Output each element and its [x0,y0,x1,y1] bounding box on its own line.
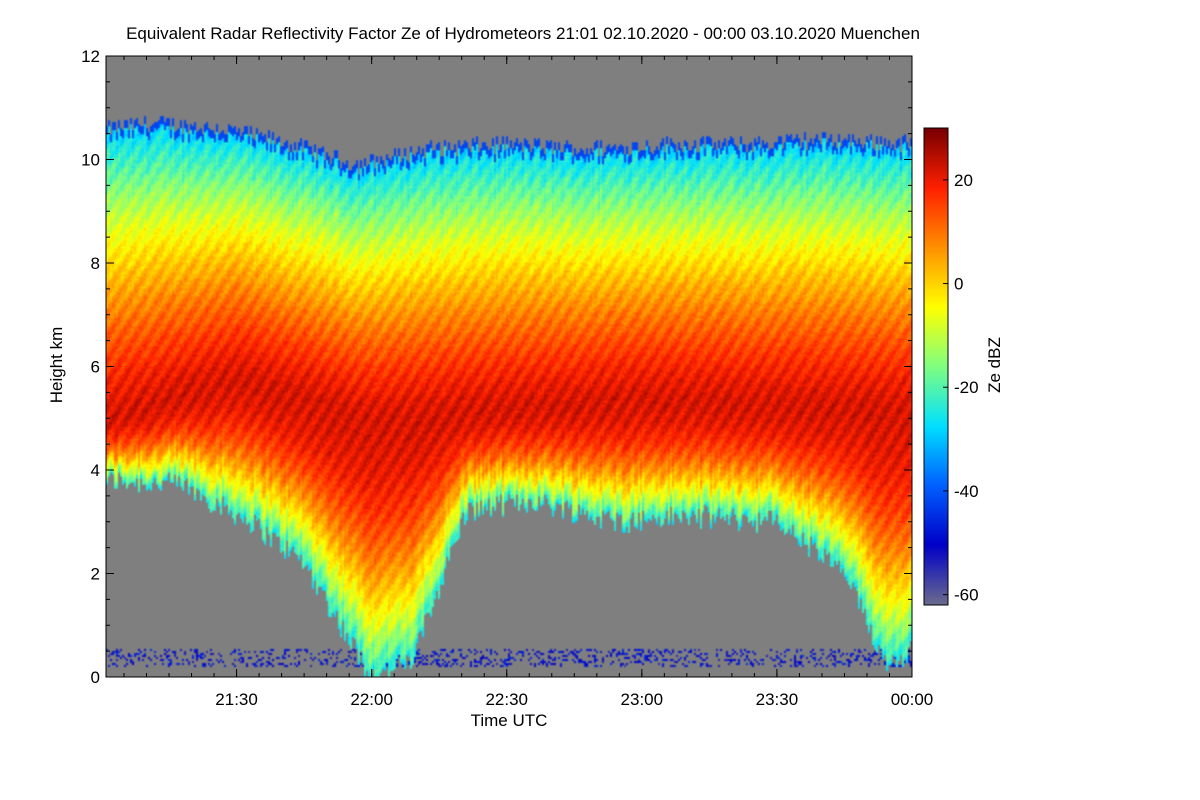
y-tick-label: 0 [91,668,100,687]
colorbar-ticks: -60 -40 -20 0 20 [943,171,979,605]
colorbar-tick-label: 0 [954,275,963,294]
colorbar-gradient [924,128,948,605]
chart-title: Equivalent Radar Reflectivity Factor Ze … [126,24,920,43]
y-tick-label: 2 [91,565,100,584]
x-tick-label: 00:00 [891,690,934,709]
x-axis-label: Time UTC [471,711,548,730]
y-tick-label: 8 [91,254,100,273]
y-tick-label: 12 [81,47,100,66]
x-axis: 21:30 22:00 22:30 23:00 23:30 00:00 [123,56,934,709]
reflectivity-heatmap [106,56,912,677]
colorbar-label: Ze dBZ [985,337,1004,393]
colorbar-tick-label: -20 [954,378,979,397]
x-tick-label: 22:30 [485,690,528,709]
colorbar-tick-label: -40 [954,482,979,501]
y-tick-label: 4 [91,461,100,480]
x-tick-label: 23:30 [756,690,799,709]
colorbar-tick-label: 20 [954,171,973,190]
x-tick-label: 21:30 [215,690,258,709]
y-axis: 0 2 4 6 8 10 12 [81,47,912,687]
y-tick-label: 10 [81,151,100,170]
colorbar-frame [923,127,949,606]
colorbar-tick-label: -60 [954,586,979,605]
y-axis-label: Height km [47,327,66,404]
colorbar: -60 -40 -20 0 20 Ze dBZ [923,127,1004,606]
x-tick-label: 22:00 [350,690,393,709]
x-tick-label: 23:00 [621,690,664,709]
plot-area [105,55,913,678]
y-tick-label: 6 [91,358,100,377]
